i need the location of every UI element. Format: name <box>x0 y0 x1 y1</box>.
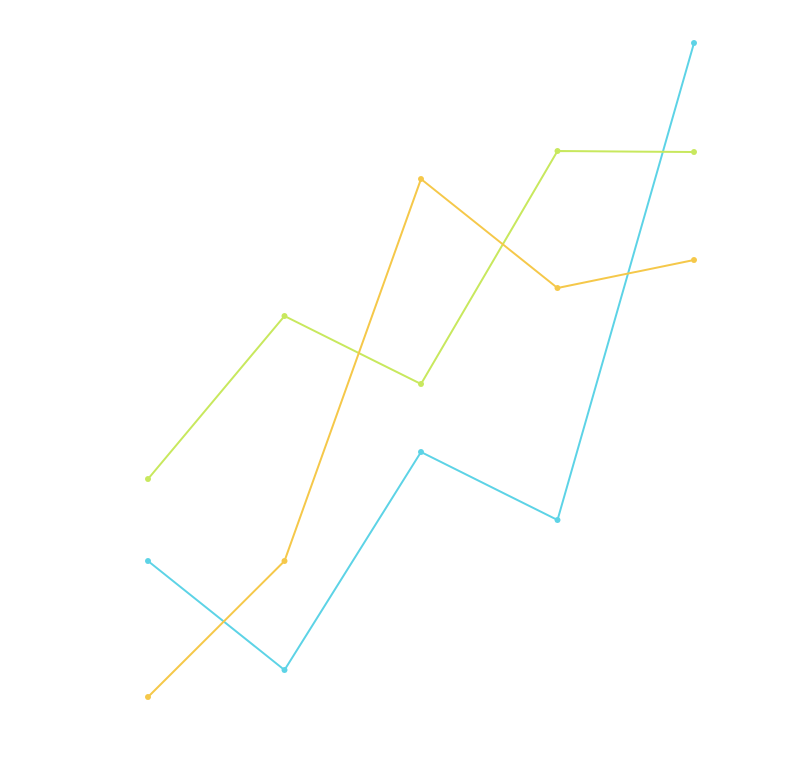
series-yellow-line <box>147 178 695 698</box>
series-green-point <box>691 149 697 155</box>
series-green <box>145 148 697 482</box>
series-yellow-point <box>691 257 697 263</box>
series-green-point <box>145 476 151 482</box>
series-green-point <box>418 381 424 387</box>
series-cyan-point <box>145 558 151 564</box>
series-yellow-point <box>418 176 424 182</box>
series-yellow-point <box>145 694 151 700</box>
series-cyan-point <box>691 40 697 46</box>
series-cyan-line <box>147 42 695 671</box>
series-yellow-point <box>281 558 288 564</box>
series-cyan-point <box>281 667 288 673</box>
series-yellow-point <box>554 285 561 291</box>
series-green-point <box>281 313 288 319</box>
series-cyan-point <box>418 449 424 455</box>
series-green-point <box>554 148 561 154</box>
series-yellow <box>145 176 697 700</box>
series-cyan-point <box>554 517 561 523</box>
series-cyan <box>145 40 697 673</box>
series-green-line <box>147 150 695 480</box>
